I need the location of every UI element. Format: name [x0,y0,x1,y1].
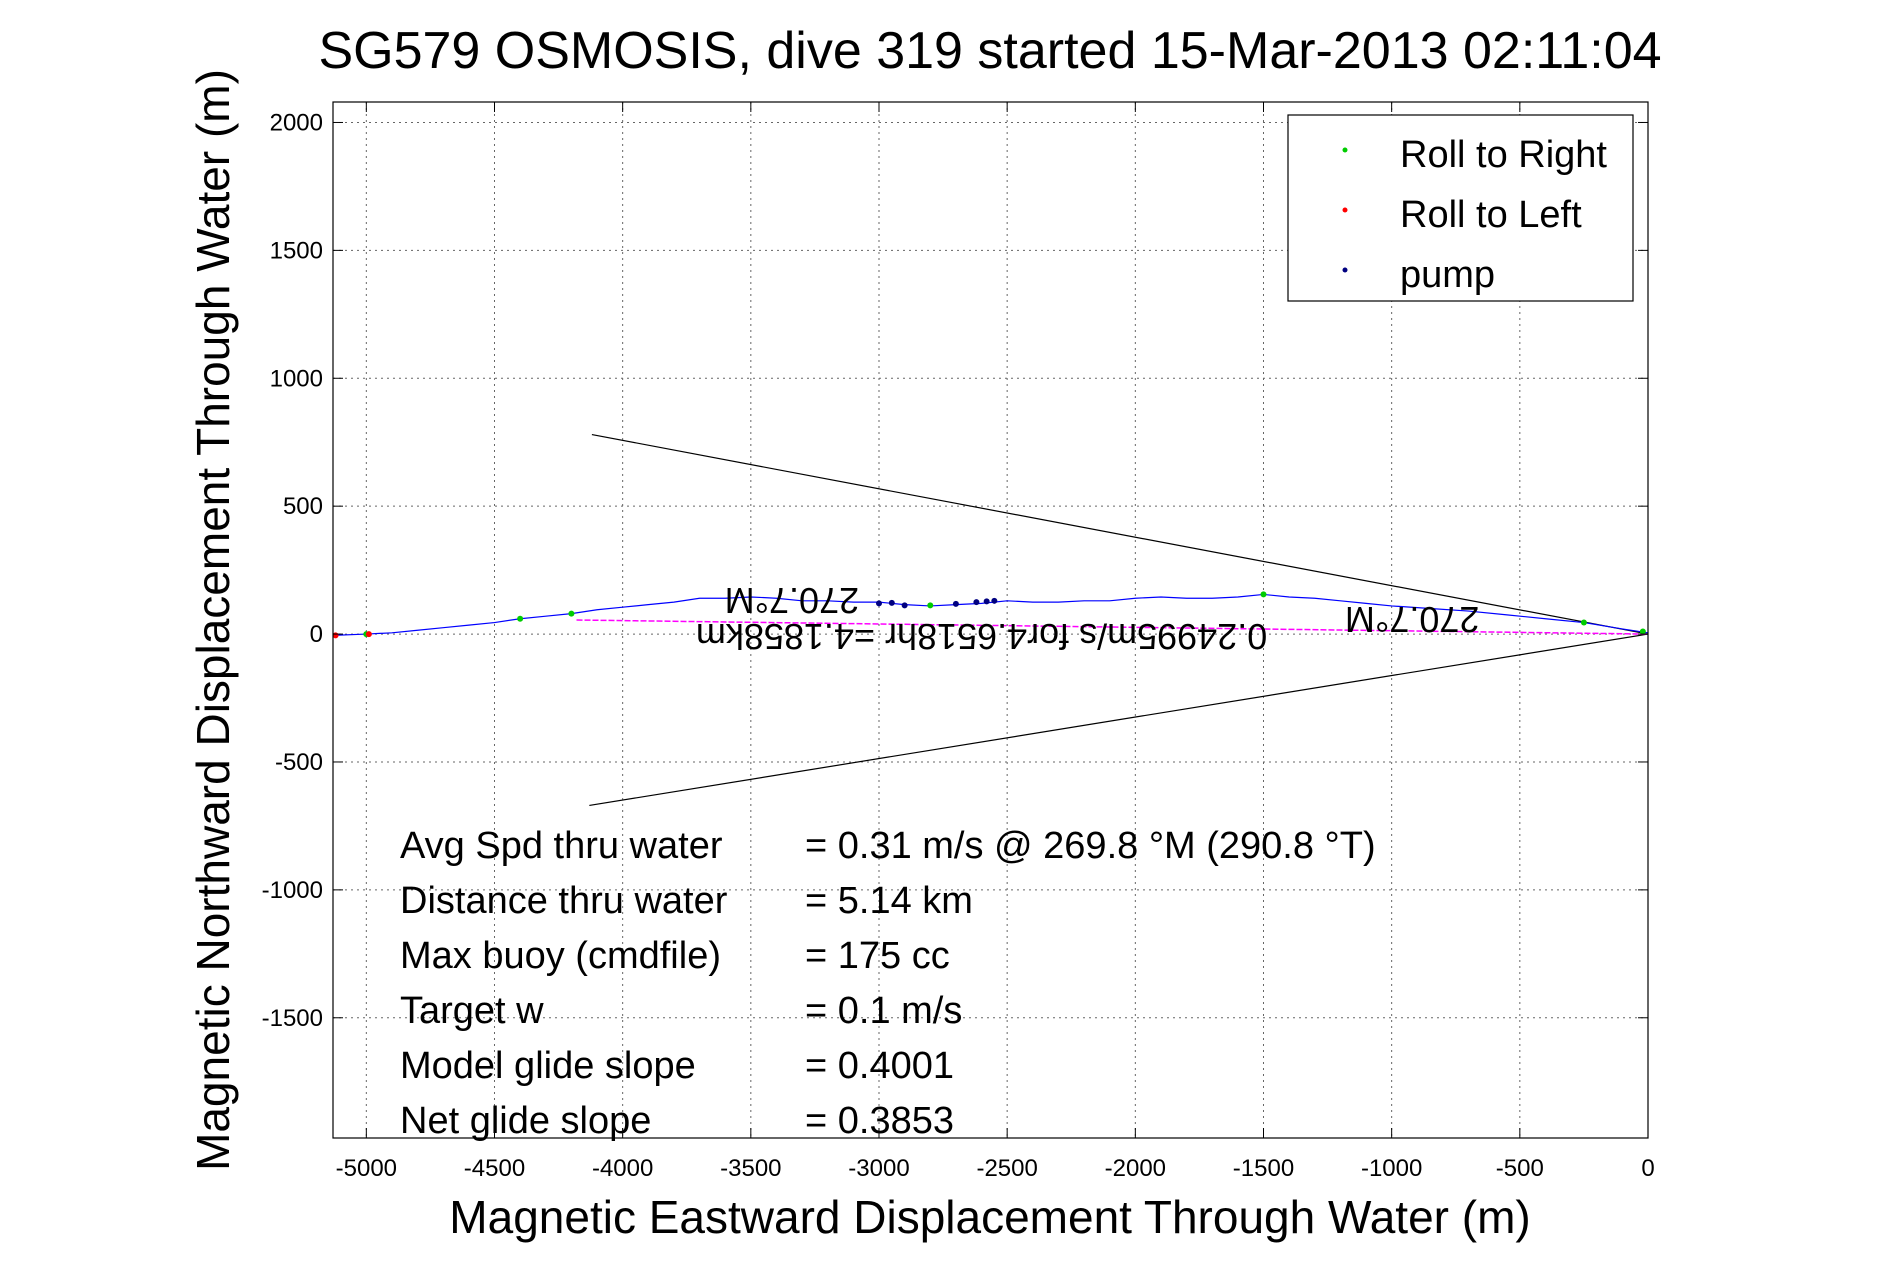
roll-right-point [568,610,575,617]
roll-right-point [1580,619,1587,626]
x-tick-label: -1000 [1361,1155,1422,1182]
wedge-line-upper [591,433,1649,635]
roll-right-point [1260,591,1267,598]
annotation-label: Net glide slope [400,1100,651,1142]
annotation-value: = 0.4001 [805,1045,954,1087]
axis-ticks: -5000 -4500 -4000 -3500 -3000 -2500 -2000 -1500… [262,102,1655,1182]
y-tick-label: 1000 [270,365,323,392]
x-tick-label: -500 [1496,1155,1544,1182]
legend-entry: Roll to Right [1400,134,1607,176]
roll-right-point [1639,628,1646,635]
rotated-label: 0.24995m/s for4.6518hr =4.1858km [696,616,1267,657]
direction-wedge [589,433,1649,807]
pump-point [991,597,998,604]
x-tick-label: -2500 [976,1155,1037,1182]
rotated-label: 270.7°M [725,580,859,621]
annotation-value: = 175 cc [805,935,950,977]
grid-lines [333,102,1648,1138]
x-tick-label: -3000 [848,1155,909,1182]
x-tick-label: -4000 [592,1155,653,1182]
y-tick-label: 500 [283,493,323,520]
rotated-labels: 270.7°M 270.7°M0.24995m/s for4.6518hr =4.… [696,580,1480,657]
pump-point [875,600,882,607]
plot-frame-border [332,101,1649,1139]
legend-marker [1342,267,1348,273]
annotation-label: Model glide slope [400,1045,696,1087]
legend-marker [1342,207,1348,213]
annotation-value: = 0.31 m/s @ 269.8 °M (290.8 °T) [805,825,1376,867]
y-tick-label: 1500 [270,237,323,264]
chart-title: SG579 OSMOSIS, dive 319 started 15-Mar-2… [318,22,1661,80]
y-axis-label: Magnetic Northward Displacement Through … [187,69,239,1171]
y-tick-label: 2000 [270,109,323,136]
rotated-label: 270.7°M [1345,599,1479,640]
current-line [576,619,1649,635]
x-tick-label: -4500 [464,1155,525,1182]
roll-right-point [927,602,934,609]
y-tick-label: 0 [310,621,323,648]
legend-entry: pump [1400,254,1495,296]
annotation-label: Avg Spd thru water [400,825,723,867]
x-tick-label: -5000 [336,1155,397,1182]
legend-entry: Roll to Left [1400,194,1582,236]
roll-left-point [365,631,372,638]
y-tick-label: -500 [275,749,323,776]
pump-point [901,602,908,609]
pump-point [983,598,990,605]
annotation-label: Max buoy (cmdfile) [400,935,721,977]
annotation-value: = 5.14 km [805,880,973,922]
y-tick-label: -1000 [262,877,323,904]
annotation-label: Target w [400,990,544,1032]
pump-point [952,600,959,607]
pump-point [973,599,980,606]
legend-marker [1342,147,1348,153]
annotation-value: = 0.1 m/s [805,990,962,1032]
y-tick-label: -1500 [262,1005,323,1032]
pump-point [888,599,895,606]
x-axis-label: Magnetic Eastward Displacement Through W… [449,1191,1530,1243]
wedge-line-lower [589,633,1649,807]
x-tick-label: -2000 [1105,1155,1166,1182]
x-tick-label: -3500 [720,1155,781,1182]
annotation-label: Distance thru water [400,880,728,922]
stats-annotations: Avg Spd thru water = 0.31 m/s @ 269.8 °M … [400,825,1376,1142]
series-layer [332,591,1649,639]
legend: Roll to Right Roll to Left pump [1287,114,1634,302]
roll-right-point [517,615,524,622]
annotation-value: = 0.3853 [805,1100,954,1142]
x-tick-label: -1500 [1233,1155,1294,1182]
x-tick-label: 0 [1641,1155,1654,1182]
